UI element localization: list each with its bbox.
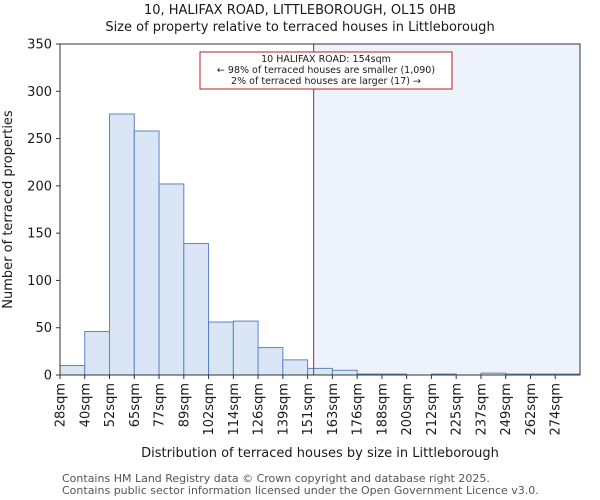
x-tick-label: 102sqm [202, 383, 217, 436]
x-tick-label: 163sqm [326, 383, 341, 436]
annotation-line-2: ← 98% of terraced houses are smaller (1,… [217, 65, 435, 76]
y-tick-label: 150 [27, 227, 52, 242]
x-tick-label: 237sqm [474, 383, 489, 436]
bar-102sqm [208, 321, 234, 376]
annotation-line-3: 2% of terraced houses are larger (17) → [231, 76, 421, 87]
footer-copyright: Contains HM Land Registry data © Crown c… [62, 472, 490, 485]
bar-28sqm [59, 365, 86, 376]
bar-163sqm [331, 369, 358, 376]
x-tick-label: 65sqm [128, 383, 143, 427]
x-tick-label: 200sqm [400, 383, 415, 436]
plot-frame [59, 43, 581, 376]
footer-licence: Contains public sector information licen… [62, 484, 539, 497]
bar-40sqm [84, 330, 111, 376]
x-tick-label: 139sqm [276, 383, 291, 436]
bar-77sqm [158, 183, 185, 376]
x-tick-label: 188sqm [375, 383, 390, 436]
x-tick-label: 249sqm [499, 383, 514, 436]
x-tick-label: 151sqm [301, 383, 316, 436]
y-tick-label: 350 [27, 38, 52, 53]
x-tick-label: 176sqm [351, 383, 366, 436]
y-tick-label: 200 [27, 179, 52, 194]
y-tick-label: 50 [35, 321, 52, 336]
annotation-line-1: 10 HALIFAX ROAD: 154sqm [261, 54, 391, 65]
x-tick-label: 126sqm [252, 383, 267, 436]
x-tick-label: 262sqm [524, 383, 539, 436]
x-tick-label: 28sqm [54, 383, 69, 427]
x-tick-label: 212sqm [425, 383, 440, 436]
chart-subtitle: Size of property relative to terraced ho… [105, 20, 495, 35]
chart-title: 10, HALIFAX ROAD, LITTLEBOROUGH, OL15 0H… [143, 3, 457, 18]
bar-65sqm [133, 130, 160, 376]
x-tick-label: 77sqm [153, 383, 168, 427]
y-tick-label: 0 [44, 369, 52, 384]
x-tick-label: 114sqm [227, 383, 242, 436]
y-tick-label: 300 [27, 85, 52, 100]
x-tick-label: 52sqm [103, 383, 118, 427]
bar-89sqm [183, 243, 210, 376]
bar-114sqm [232, 320, 259, 376]
bar-126sqm [257, 347, 284, 376]
x-axis-label: Distribution of terraced houses by size … [141, 446, 499, 461]
x-tick-label: 274sqm [549, 383, 564, 436]
y-tick-label: 100 [27, 274, 52, 289]
x-tick-label: 89sqm [177, 383, 192, 427]
x-tick-label: 225sqm [450, 383, 465, 436]
y-axis-label: Number of terraced properties [1, 110, 16, 309]
bar-139sqm [282, 359, 309, 376]
bar-52sqm [109, 113, 135, 376]
bar-151sqm [307, 367, 333, 376]
larger-properties-region [313, 44, 580, 375]
y-tick-label: 250 [27, 132, 52, 147]
x-tick-label: 40sqm [78, 383, 93, 427]
annotation-box: 10 HALIFAX ROAD: 154sqm ← 98% of terrace… [199, 51, 453, 90]
